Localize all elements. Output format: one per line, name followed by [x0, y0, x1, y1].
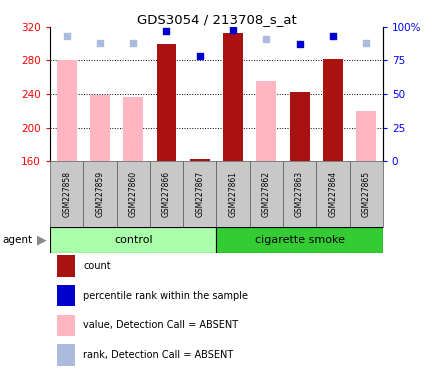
Bar: [56, 61, 76, 161]
Bar: [149, 161, 183, 227]
Text: GSM227862: GSM227862: [261, 171, 270, 217]
Bar: [50, 227, 216, 253]
Title: GDS3054 / 213708_s_at: GDS3054 / 213708_s_at: [136, 13, 296, 26]
Bar: [223, 33, 243, 161]
Point: [262, 36, 269, 42]
Text: percentile rank within the sample: percentile rank within the sample: [83, 291, 248, 301]
Point: [362, 40, 369, 46]
Point: [163, 28, 170, 34]
Bar: [83, 161, 116, 227]
Text: agent: agent: [2, 235, 32, 245]
Bar: [56, 285, 75, 306]
Bar: [216, 227, 382, 253]
Bar: [216, 161, 249, 227]
Bar: [316, 161, 349, 227]
Bar: [56, 314, 75, 336]
Bar: [189, 159, 209, 161]
Text: control: control: [114, 235, 152, 245]
Text: GSM227865: GSM227865: [361, 171, 370, 217]
Bar: [322, 59, 342, 161]
Point: [96, 40, 103, 46]
Bar: [56, 255, 75, 276]
Text: GSM227861: GSM227861: [228, 171, 237, 217]
Text: cigarette smoke: cigarette smoke: [254, 235, 344, 245]
Point: [229, 26, 236, 33]
Bar: [56, 344, 75, 366]
Bar: [349, 161, 382, 227]
Point: [196, 53, 203, 60]
Bar: [249, 161, 283, 227]
Bar: [90, 95, 110, 161]
Text: GSM227867: GSM227867: [195, 171, 204, 217]
Bar: [183, 161, 216, 227]
Bar: [283, 161, 316, 227]
Text: count: count: [83, 261, 111, 271]
Point: [63, 33, 70, 40]
Text: GSM227864: GSM227864: [328, 171, 337, 217]
Bar: [123, 97, 143, 161]
Bar: [256, 81, 276, 161]
Text: ▶: ▶: [37, 233, 46, 247]
Text: value, Detection Call = ABSENT: value, Detection Call = ABSENT: [83, 320, 238, 330]
Point: [329, 33, 335, 40]
Bar: [156, 44, 176, 161]
Text: GSM227859: GSM227859: [95, 171, 104, 217]
Text: GSM227860: GSM227860: [128, 171, 138, 217]
Text: GSM227863: GSM227863: [294, 171, 303, 217]
Point: [296, 41, 302, 47]
Bar: [355, 111, 375, 161]
Bar: [116, 161, 149, 227]
Text: GSM227866: GSM227866: [161, 171, 171, 217]
Text: GSM227858: GSM227858: [62, 171, 71, 217]
Bar: [289, 93, 309, 161]
Text: rank, Detection Call = ABSENT: rank, Detection Call = ABSENT: [83, 350, 233, 360]
Bar: [50, 161, 83, 227]
Point: [129, 40, 136, 46]
